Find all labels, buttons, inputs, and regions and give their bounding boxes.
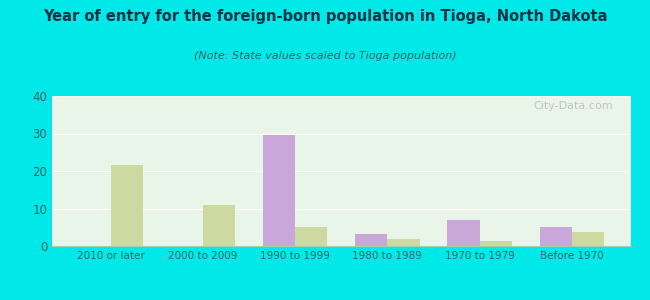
Legend: Tioga, North Dakota: Tioga, North Dakota [246, 297, 436, 300]
Bar [203, 205, 235, 246]
Bar [263, 135, 295, 246]
Bar [480, 241, 512, 246]
Text: City-Data.com: City-Data.com [534, 100, 613, 110]
Bar [295, 226, 328, 246]
Text: Year of entry for the foreign-born population in Tioga, North Dakota: Year of entry for the foreign-born popul… [43, 9, 607, 24]
Bar [111, 165, 143, 246]
Bar [355, 234, 387, 246]
Text: (Note: State values scaled to Tioga population): (Note: State values scaled to Tioga popu… [194, 51, 456, 61]
Bar [572, 232, 604, 246]
Bar [387, 239, 420, 246]
Bar [540, 226, 572, 246]
Bar [447, 220, 480, 246]
